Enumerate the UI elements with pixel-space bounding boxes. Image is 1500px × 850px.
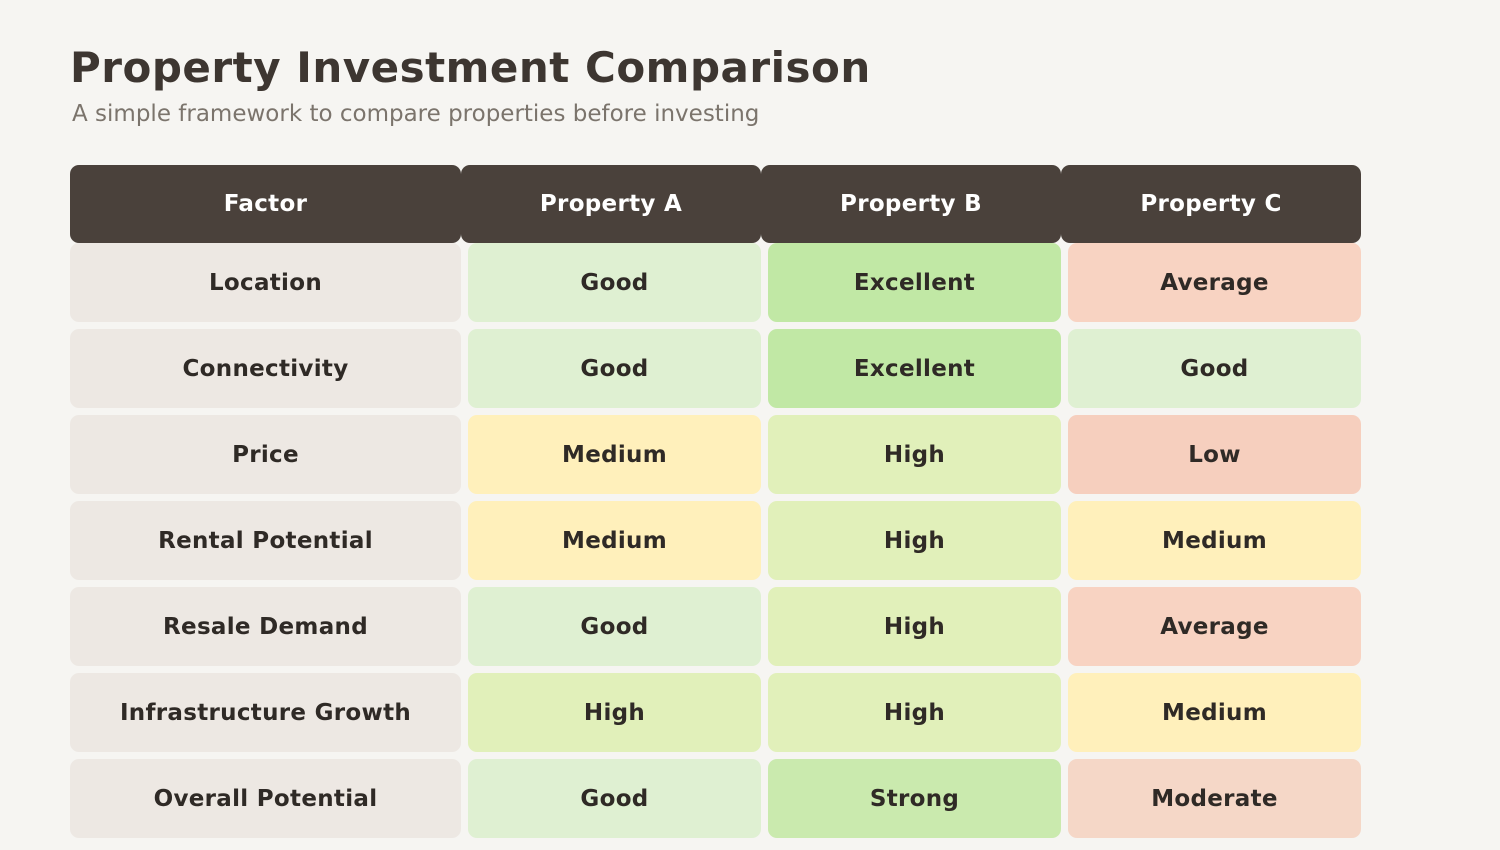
rating-rental-potential-property-a: Medium [468, 501, 761, 580]
rating-overall-potential-property-b: Strong [768, 759, 1061, 838]
factor-rental-potential: Rental Potential [70, 501, 461, 580]
header-property-c: Property C [1061, 165, 1361, 243]
rating-location-property-b: Excellent [768, 243, 1061, 322]
page-title: Property Investment Comparison [70, 43, 871, 92]
rating-resale-demand-property-c: Average [1068, 587, 1361, 666]
rating-infrastructure-growth-property-b: High [768, 673, 1061, 752]
header-property-b: Property B [761, 165, 1061, 243]
rating-price-property-b: High [768, 415, 1061, 494]
factor-resale-demand: Resale Demand [70, 587, 461, 666]
rating-overall-potential-property-a: Good [468, 759, 761, 838]
rating-infrastructure-growth-property-c: Medium [1068, 673, 1361, 752]
rating-resale-demand-property-b: High [768, 587, 1061, 666]
rating-location-property-c: Average [1068, 243, 1361, 322]
header-property-a: Property A [461, 165, 761, 243]
rating-price-property-a: Medium [468, 415, 761, 494]
rating-resale-demand-property-a: Good [468, 587, 761, 666]
factor-location: Location [70, 243, 461, 322]
factor-infrastructure-growth: Infrastructure Growth [70, 673, 461, 752]
factor-connectivity: Connectivity [70, 329, 461, 408]
factor-overall-potential: Overall Potential [70, 759, 461, 838]
rating-location-property-a: Good [468, 243, 761, 322]
rating-overall-potential-property-c: Moderate [1068, 759, 1361, 838]
comparison-table: Factor Property A Property B Property C Loca… [70, 165, 1361, 838]
rating-infrastructure-growth-property-a: High [468, 673, 761, 752]
rating-price-property-c: Low [1068, 415, 1361, 494]
rating-connectivity-property-a: Good [468, 329, 761, 408]
page-subtitle: A simple framework to compare properties… [72, 101, 760, 127]
rating-rental-potential-property-c: Medium [1068, 501, 1361, 580]
rating-rental-potential-property-b: High [768, 501, 1061, 580]
rating-connectivity-property-c: Good [1068, 329, 1361, 408]
header-factor: Factor [70, 165, 461, 243]
rating-connectivity-property-b: Excellent [768, 329, 1061, 408]
factor-price: Price [70, 415, 461, 494]
